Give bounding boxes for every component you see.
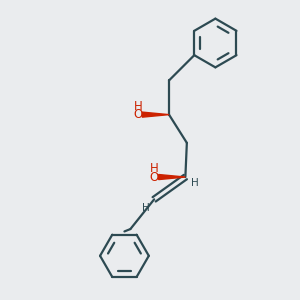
Text: H: H: [191, 178, 199, 188]
Polygon shape: [159, 175, 185, 180]
Text: O: O: [133, 108, 142, 121]
Polygon shape: [142, 112, 169, 117]
Text: H: H: [134, 100, 142, 113]
Text: H: H: [150, 162, 158, 175]
Text: H: H: [142, 203, 150, 213]
Text: O: O: [149, 170, 159, 184]
